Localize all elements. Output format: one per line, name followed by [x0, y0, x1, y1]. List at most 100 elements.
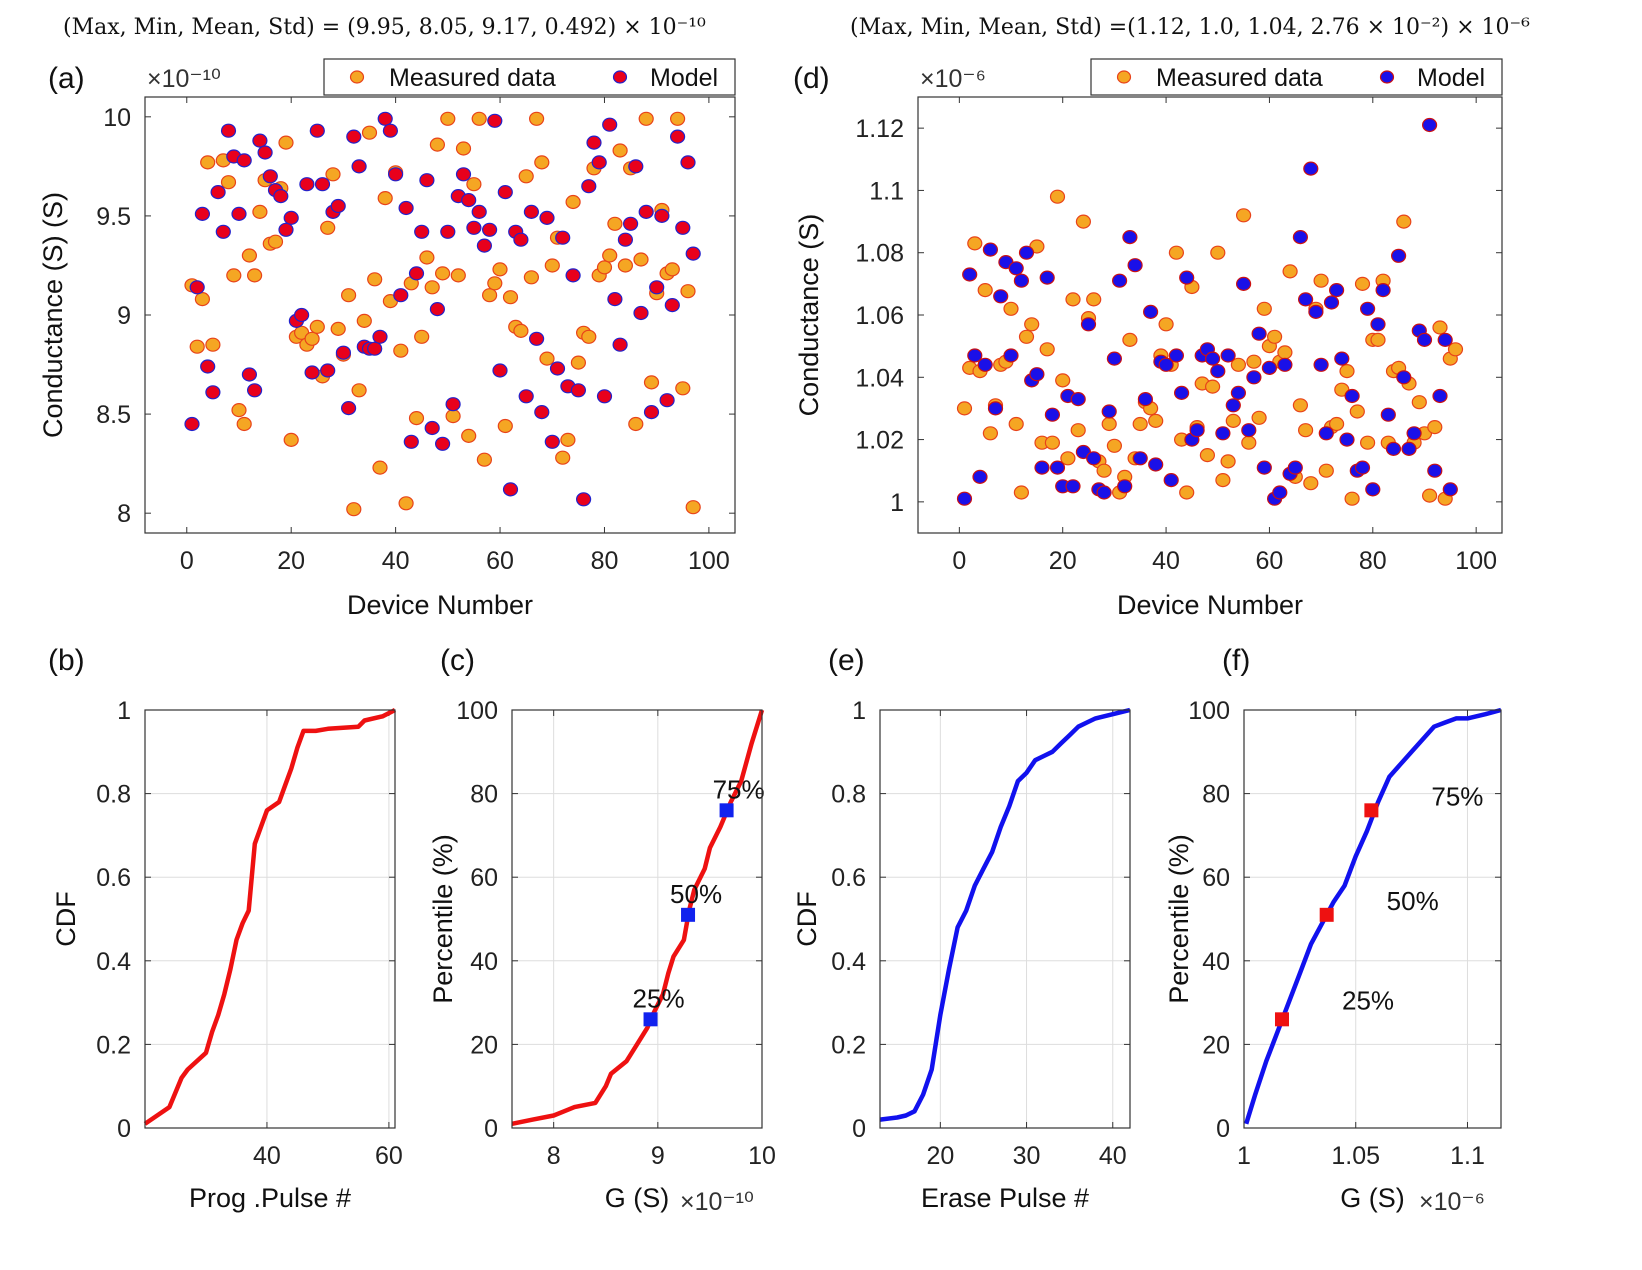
- measured-point: [1220, 454, 1236, 469]
- model-point: [1334, 351, 1350, 366]
- model-point: [1442, 482, 1458, 497]
- model-point: [1323, 295, 1340, 310]
- model-point: [231, 206, 247, 221]
- model-point: [304, 365, 320, 380]
- percentile-marker: [1319, 907, 1334, 922]
- y-tick-label: 20: [470, 1031, 498, 1059]
- plot-area-c: [512, 710, 762, 1128]
- measured-point: [1055, 373, 1071, 388]
- x-axis-label-d: Device Number: [1117, 590, 1303, 620]
- model-point: [1122, 230, 1138, 245]
- measured-point: [226, 268, 242, 283]
- measured-point: [1148, 413, 1164, 428]
- y-tick-label: 1: [890, 489, 904, 517]
- measured-point: [408, 411, 425, 426]
- percentile-marker: [719, 803, 734, 818]
- model-point: [669, 129, 686, 144]
- model-point: [403, 434, 419, 449]
- percentile-marker: [1364, 803, 1379, 818]
- measured-point: [341, 288, 357, 303]
- model-point: [476, 238, 492, 253]
- measured-point: [1101, 416, 1117, 432]
- y-tick-label: 20: [1202, 1031, 1230, 1059]
- y-tick-label: 0.4: [96, 948, 131, 976]
- model-point: [1142, 304, 1159, 319]
- measured-point: [372, 460, 388, 475]
- model-point: [1385, 441, 1402, 456]
- model-point: [330, 198, 346, 214]
- model-point: [440, 224, 456, 239]
- measured-point: [523, 270, 540, 285]
- x-axis-label-e: Erase Pulse #: [921, 1183, 1089, 1213]
- panel-label-b: (b): [48, 644, 85, 677]
- measured-point: [1235, 208, 1252, 223]
- measured-point: [1282, 264, 1298, 279]
- measured-point: [330, 321, 346, 336]
- model-point: [1370, 317, 1386, 332]
- model-point: [341, 401, 357, 416]
- legend-model-label: Model: [1417, 64, 1485, 92]
- measured-point: [1179, 485, 1195, 500]
- measured-point: [1396, 214, 1412, 229]
- model-point: [1101, 404, 1117, 419]
- legend-model-marker: [612, 70, 628, 84]
- measured-point: [1003, 301, 1019, 316]
- model-point: [382, 123, 398, 138]
- model-point: [993, 289, 1009, 304]
- model-point: [633, 305, 649, 321]
- measured-point: [1349, 404, 1365, 419]
- model-point: [680, 155, 696, 170]
- model-point: [1179, 270, 1195, 285]
- model-point: [414, 224, 430, 239]
- y-multiplier-a: ×10⁻¹⁰: [147, 65, 221, 93]
- model-point: [654, 208, 670, 223]
- model-point: [659, 393, 675, 408]
- x-axis-label-b: Prog .Pulse #: [189, 1183, 351, 1213]
- model-point: [502, 482, 519, 497]
- model-point: [1246, 370, 1262, 385]
- plot-area-e: [880, 710, 1130, 1128]
- model-point: [1127, 258, 1143, 273]
- panel-label-c: (c): [440, 644, 475, 677]
- panel-label-a: (a): [48, 62, 85, 95]
- model-point: [299, 177, 315, 192]
- legend-d: Measured data Model: [1090, 58, 1503, 96]
- plot-area-d: [918, 97, 1502, 533]
- measured-point: [424, 280, 440, 295]
- model-point: [1354, 460, 1371, 475]
- model-point: [466, 220, 482, 235]
- model-point: [1318, 426, 1334, 441]
- model-point: [1272, 485, 1288, 500]
- measured-point: [241, 248, 257, 263]
- y-axis-label-f: Percentile (%): [1164, 834, 1194, 1004]
- measured-point: [1427, 420, 1443, 435]
- measured-point: [685, 500, 701, 515]
- measured-point: [982, 426, 999, 441]
- model-point: [1013, 273, 1030, 288]
- measured-point: [518, 169, 534, 184]
- measured-point: [602, 248, 618, 263]
- model-point: [649, 280, 665, 295]
- model-point: [1070, 392, 1086, 407]
- model-point: [1365, 482, 1381, 497]
- model-point: [570, 383, 587, 398]
- measured-point: [367, 272, 383, 287]
- measured-point: [1199, 448, 1216, 463]
- model-point: [607, 292, 623, 307]
- y-tick-label: 40: [470, 948, 498, 976]
- model-point: [622, 216, 639, 231]
- measured-point: [283, 432, 299, 447]
- percentile-label: 75%: [1431, 781, 1483, 811]
- model-point: [664, 298, 680, 313]
- measured-point: [581, 329, 597, 344]
- x-tick-label: 40: [1152, 547, 1180, 575]
- measured-point: [1339, 364, 1355, 379]
- cdf-line-b: [143, 708, 397, 1126]
- model-point: [1328, 283, 1345, 298]
- legend-model-marker: [1379, 70, 1395, 84]
- measured-point: [220, 175, 237, 190]
- measured-point: [1225, 413, 1241, 428]
- y-tick-label: 0.4: [831, 948, 866, 976]
- measured-point: [669, 111, 686, 126]
